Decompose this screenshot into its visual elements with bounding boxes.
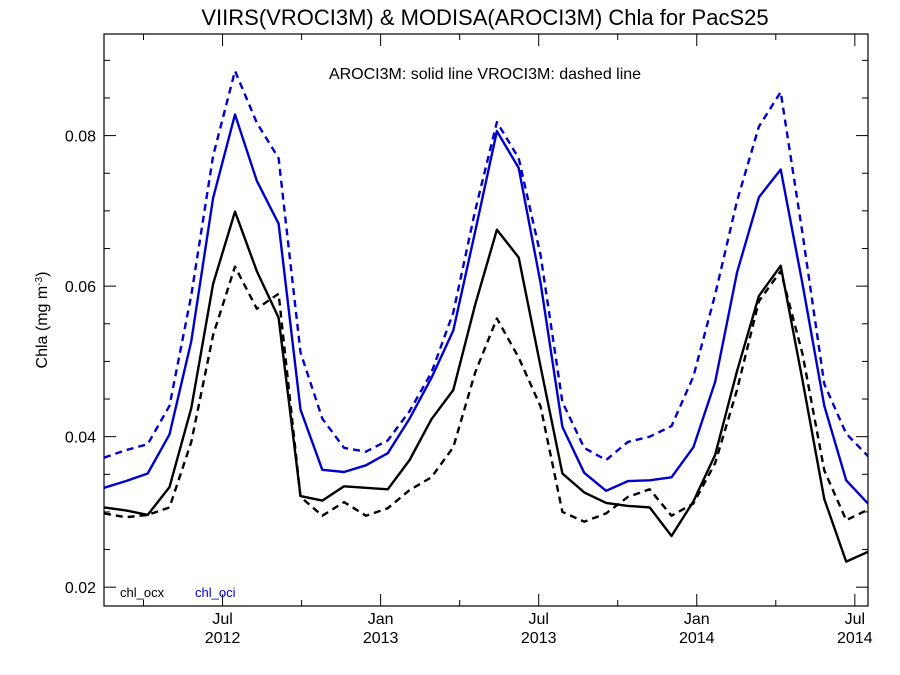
series-line-chl-ocx-vroci3m (104, 265, 868, 523)
y-tick-label: 0.04 (65, 430, 96, 447)
series-line-chl-oci-aroci3m (104, 113, 868, 505)
legend-entry-chl-oci: chl_oci (195, 585, 236, 600)
x-tick-label-year: 2013 (521, 630, 557, 647)
x-tick-label-year: 2014 (837, 630, 873, 647)
x-tick-label-year: 2014 (679, 630, 715, 647)
y-tick-label: 0.08 (65, 129, 96, 146)
x-tick-label-month: Jul (212, 611, 232, 628)
x-tick-label-month: Jul (845, 611, 865, 628)
chart-annotation: AROCI3M: solid line VROCI3M: dashed line (329, 66, 641, 83)
series-layer (104, 69, 868, 563)
y-axis: 0.02 0.04 0.06 0.08 (65, 59, 868, 597)
y-axis-label-sup: -3 (34, 276, 45, 285)
x-tick-label-year: 2012 (205, 630, 241, 647)
y-axis-label-close: ) (34, 272, 51, 277)
y-tick-label: 0.02 (65, 580, 96, 597)
x-tick-label-year: 2013 (363, 630, 399, 647)
x-tick-label-month: Jan (368, 611, 394, 628)
legend: chl_ocx chl_oci (120, 585, 236, 600)
y-axis-label: Chla (mg m-3) (34, 272, 52, 369)
series-line-chl-ocx-aroci3m (104, 210, 868, 563)
x-tick-label-month: Jul (528, 611, 548, 628)
x-axis: Jul 2012 Jan 2013 Jul 2013 Jan 2014 Jul 2014 (143, 34, 873, 647)
y-axis-label-main: Chla (mg m (34, 286, 51, 369)
plot-frame (103, 33, 869, 607)
chart-title: VIIRS(VROCI3M) & MODISA(AROCI3M) Chla fo… (201, 5, 768, 30)
legend-entry-chl-ocx: chl_ocx (120, 585, 165, 600)
y-tick-label: 0.06 (65, 279, 96, 296)
x-tick-label-month: Jan (684, 611, 710, 628)
